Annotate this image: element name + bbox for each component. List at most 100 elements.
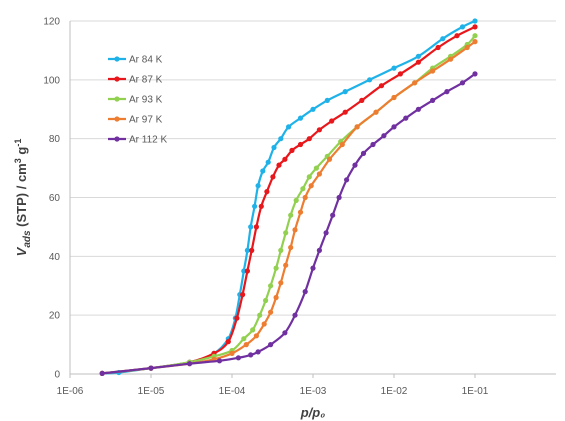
data-point <box>258 203 264 209</box>
data-point <box>276 162 282 168</box>
series-line <box>102 25 476 375</box>
data-point <box>310 106 316 112</box>
data-point <box>316 127 322 133</box>
y-tick-label: 100 <box>43 75 60 86</box>
data-point <box>244 247 250 253</box>
data-point <box>300 186 306 192</box>
data-point <box>472 18 478 24</box>
data-point <box>288 244 294 251</box>
data-point <box>264 189 270 195</box>
data-point <box>323 230 329 236</box>
data-point <box>257 312 263 318</box>
y-tick-label: 40 <box>49 252 61 263</box>
data-point <box>244 268 250 274</box>
data-point <box>454 33 460 39</box>
data-point <box>288 212 294 218</box>
data-point <box>99 370 105 376</box>
series-line <box>102 73 476 375</box>
data-point <box>472 71 478 77</box>
data-point <box>326 156 333 162</box>
data-point <box>397 71 403 77</box>
data-point <box>253 333 259 339</box>
x-tick-label: 1E-02 <box>381 386 408 397</box>
data-point <box>268 342 274 348</box>
data-point <box>234 315 240 321</box>
data-point <box>415 59 421 65</box>
data-point <box>324 97 330 103</box>
data-point <box>235 355 241 361</box>
data-point <box>148 365 154 371</box>
data-point <box>440 36 446 42</box>
legend-label: Ar 97 K <box>129 115 163 126</box>
data-point <box>472 39 478 45</box>
data-point <box>302 289 308 295</box>
data-point <box>241 336 247 342</box>
data-point <box>216 358 223 364</box>
data-point <box>297 141 304 148</box>
series-line <box>102 40 476 375</box>
y-axis-title: Vads (STP) / cm3 g-1 <box>13 139 33 257</box>
data-point <box>352 162 358 168</box>
legend-label: Ar 87 K <box>129 75 163 86</box>
data-point <box>448 56 454 62</box>
data-point <box>248 352 254 358</box>
data-point <box>268 283 274 289</box>
data-point <box>415 106 421 112</box>
legend-marker <box>114 56 120 62</box>
data-point <box>444 89 450 95</box>
data-point <box>249 247 255 253</box>
data-point <box>415 53 421 59</box>
data-point <box>378 83 385 89</box>
data-point <box>412 80 418 86</box>
data-point <box>271 144 277 151</box>
data-point <box>370 141 376 148</box>
data-point <box>243 342 249 348</box>
data-point <box>472 24 478 30</box>
y-tick-label: 120 <box>43 17 60 28</box>
data-point <box>261 321 267 327</box>
y-tick-label: 80 <box>49 134 61 145</box>
legend-marker <box>114 76 120 82</box>
data-point <box>310 265 316 271</box>
y-tick-label: 0 <box>54 370 60 381</box>
data-point <box>330 212 336 218</box>
legend-label: Ar 84 K <box>129 55 163 66</box>
x-tick-label: 1E-01 <box>462 386 489 397</box>
x-tick-label: 1E-03 <box>300 386 327 397</box>
data-point <box>342 109 348 115</box>
data-point <box>316 171 322 177</box>
data-point <box>435 44 441 51</box>
data-point <box>292 312 298 318</box>
data-point <box>359 97 365 103</box>
data-point <box>313 165 319 171</box>
data-point <box>289 147 295 153</box>
data-point <box>459 24 466 30</box>
series-line <box>102 34 476 375</box>
x-tick-label: 1E-05 <box>138 386 165 397</box>
data-point <box>283 230 289 236</box>
data-point <box>391 124 397 130</box>
data-point <box>187 361 193 367</box>
x-tick-label: 1E-04 <box>219 386 246 397</box>
data-point <box>464 44 470 51</box>
data-point <box>278 280 284 286</box>
data-point <box>306 174 312 180</box>
y-tick-label: 60 <box>49 193 61 204</box>
data-point <box>248 224 254 230</box>
legend-marker <box>114 136 120 142</box>
data-point <box>430 97 436 103</box>
data-point <box>297 115 304 121</box>
data-point <box>273 265 279 271</box>
data-point <box>293 197 299 203</box>
data-point <box>265 159 271 165</box>
data-point <box>255 183 261 189</box>
data-point <box>241 268 247 274</box>
data-point <box>297 209 304 215</box>
data-point <box>367 77 373 83</box>
data-point <box>229 350 235 356</box>
data-point <box>339 141 345 148</box>
data-point <box>302 194 308 201</box>
data-point <box>250 327 256 333</box>
data-point <box>255 349 261 355</box>
